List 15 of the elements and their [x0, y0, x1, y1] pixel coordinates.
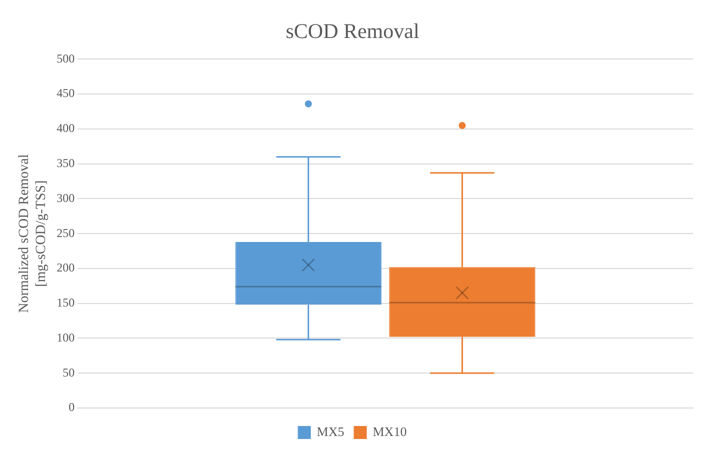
y-axis-title: Normalized sCOD Removal [mg-sCOD/g-TSS]: [17, 154, 49, 313]
legend-label: MX10: [372, 424, 407, 439]
y-tick-label: 150: [56, 296, 75, 310]
y-tick-label: 50: [62, 365, 75, 380]
legend-label: MX5: [316, 424, 344, 439]
y-tick-label: 0: [68, 400, 75, 414]
y-tick-label: 100: [56, 330, 75, 344]
y-tick-label: 450: [56, 86, 75, 100]
chart-title: sCOD Removal: [286, 19, 420, 44]
y-tick-label: 300: [56, 190, 75, 205]
y-tick-label: 350: [56, 156, 75, 170]
y-tick-label: 200: [56, 260, 75, 275]
y-tick-label: 500: [56, 51, 75, 66]
y-tick-label: 250: [56, 226, 75, 240]
y-tick-label: 400: [56, 121, 75, 136]
